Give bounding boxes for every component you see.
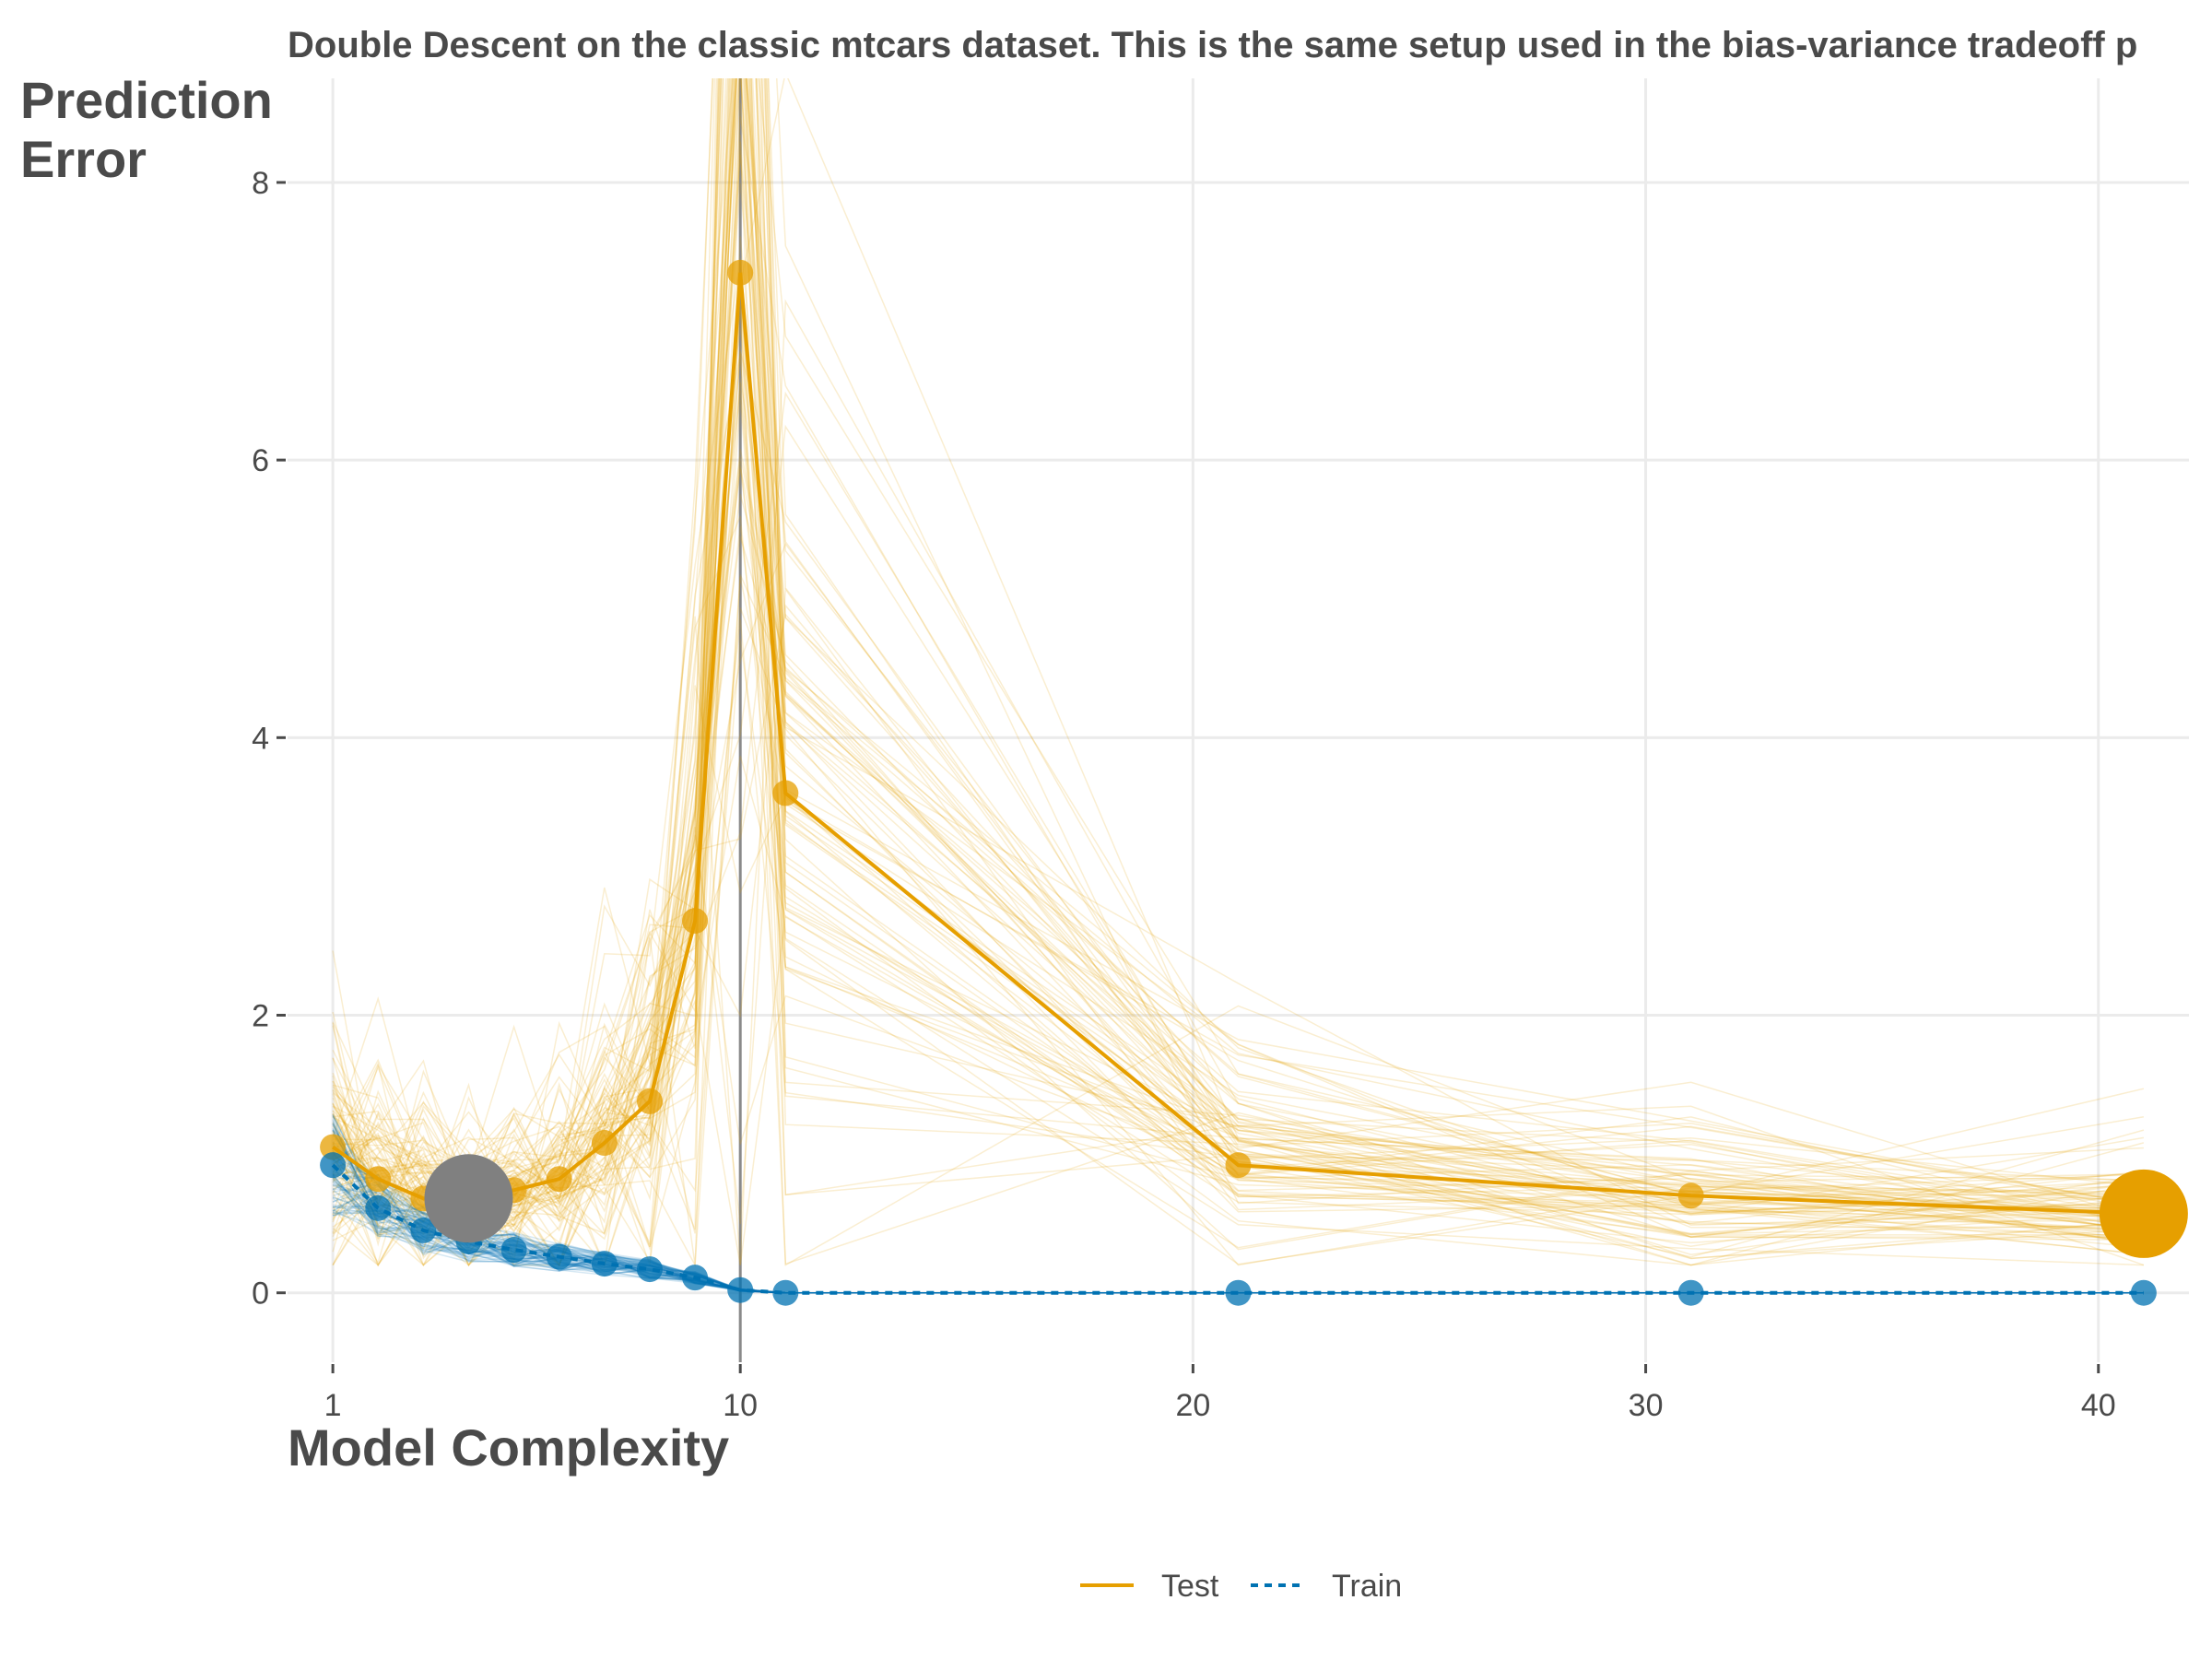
axis-ticks: 0 2 4 6 8 1 10 20 30 40 [252, 166, 2116, 1423]
test-point [546, 1166, 572, 1193]
y-axis-title-line: Prediction [20, 71, 273, 129]
test-point [772, 780, 799, 806]
resample-line [332, 300, 2144, 1266]
resample-line [332, 78, 2144, 1222]
y-tick-label: 2 [252, 999, 269, 1034]
resample-line [333, 78, 2145, 1266]
y-tick-label: 0 [252, 1277, 269, 1312]
legend-label-train: Train [1332, 1569, 1402, 1604]
resample-line [332, 78, 2144, 1220]
resample-line [333, 78, 2145, 1255]
test-point [365, 1166, 392, 1193]
resample-line [332, 535, 2145, 1266]
resample-line [332, 515, 2144, 1232]
x-tick-label: 10 [723, 1388, 758, 1423]
train-point [546, 1243, 572, 1270]
resample-line [332, 356, 2145, 1266]
x-tick-label: 40 [2081, 1388, 2116, 1423]
resample-line [332, 391, 2145, 1226]
resample-line [332, 78, 2144, 1256]
y-tick-label: 6 [252, 443, 269, 478]
resample-line [332, 78, 2144, 1247]
resample-line [332, 78, 2144, 1224]
resample-line [332, 286, 2145, 1266]
resample-line [332, 78, 2144, 1249]
test-point [320, 1134, 347, 1160]
resample-line [332, 78, 2145, 1228]
resample-line [332, 102, 2144, 1241]
train-point [727, 1277, 754, 1303]
resample-line [332, 78, 2144, 1253]
resample-line [332, 78, 2144, 1225]
resample-line [332, 78, 2144, 1220]
test-point [1677, 1182, 1704, 1209]
train-point [365, 1194, 392, 1221]
resample-line [332, 78, 2144, 1250]
resample-line [332, 283, 2145, 1258]
resample-line [332, 135, 2144, 1268]
resample-line [332, 78, 2145, 1246]
chart-title: Double Descent on the classic mtcars dat… [288, 25, 2137, 65]
legend-item-test: Test [1080, 1569, 1219, 1604]
resample-lines [332, 78, 2145, 1294]
test-point [591, 1130, 618, 1157]
x-tick-label: 1 [324, 1388, 342, 1423]
train-point [410, 1217, 437, 1243]
train-point [1677, 1279, 1704, 1306]
y-tick-label: 4 [252, 721, 269, 756]
x-tick-label: 30 [1629, 1388, 1664, 1423]
resample-line [332, 347, 2144, 1267]
train-point [1225, 1279, 1252, 1306]
resample-line [332, 116, 2144, 1267]
resample-line [332, 378, 2145, 1235]
resample-line [332, 639, 2144, 1249]
train-point [2130, 1279, 2157, 1306]
final-test-error-marker [2099, 1169, 2188, 1258]
resample-line [332, 576, 2145, 1268]
train-point [500, 1237, 527, 1264]
train-point [682, 1265, 709, 1291]
resample-line [332, 607, 2144, 1266]
x-tick-label: 20 [1175, 1388, 1210, 1423]
train-point [772, 1279, 799, 1306]
y-axis-title: Prediction Error [20, 71, 273, 188]
resample-line [332, 834, 2144, 1240]
resample-line [332, 449, 2144, 1233]
grid [288, 78, 2189, 1362]
resample-line [332, 78, 2144, 1209]
resample-line [332, 525, 2144, 1266]
test-point [1225, 1152, 1252, 1179]
resample-line [332, 685, 2144, 1246]
legend-item-train: Train [1251, 1569, 1402, 1604]
x-axis-title: Model Complexity [288, 1418, 729, 1477]
resample-line [332, 353, 2144, 1265]
resample-line [332, 755, 2145, 1216]
min-test-error-marker [424, 1154, 513, 1243]
resample-line [332, 141, 2145, 1266]
y-axis-title-line: Error [20, 130, 147, 188]
legend-label-test: Test [1161, 1569, 1219, 1604]
resample-line-group [332, 78, 2145, 1294]
legend: Test Train [1080, 1569, 1402, 1604]
resample-line [332, 260, 2144, 1241]
resample-line [332, 182, 2144, 1214]
resample-line [332, 78, 2144, 1266]
resample-line [332, 78, 2144, 1252]
train-point [591, 1251, 618, 1277]
resample-line [332, 78, 2144, 1218]
resample-line [332, 382, 2144, 1266]
train-point [636, 1256, 663, 1283]
test-point [727, 259, 754, 286]
series-layer [320, 259, 2188, 1306]
test-point [682, 908, 709, 935]
test-point [636, 1088, 663, 1114]
train-line [331, 1163, 2144, 1295]
resample-line [332, 78, 2144, 1230]
y-tick-label: 8 [252, 166, 269, 201]
train-point [320, 1152, 347, 1179]
resample-line [332, 78, 2144, 1232]
resample-line [332, 78, 2144, 1260]
